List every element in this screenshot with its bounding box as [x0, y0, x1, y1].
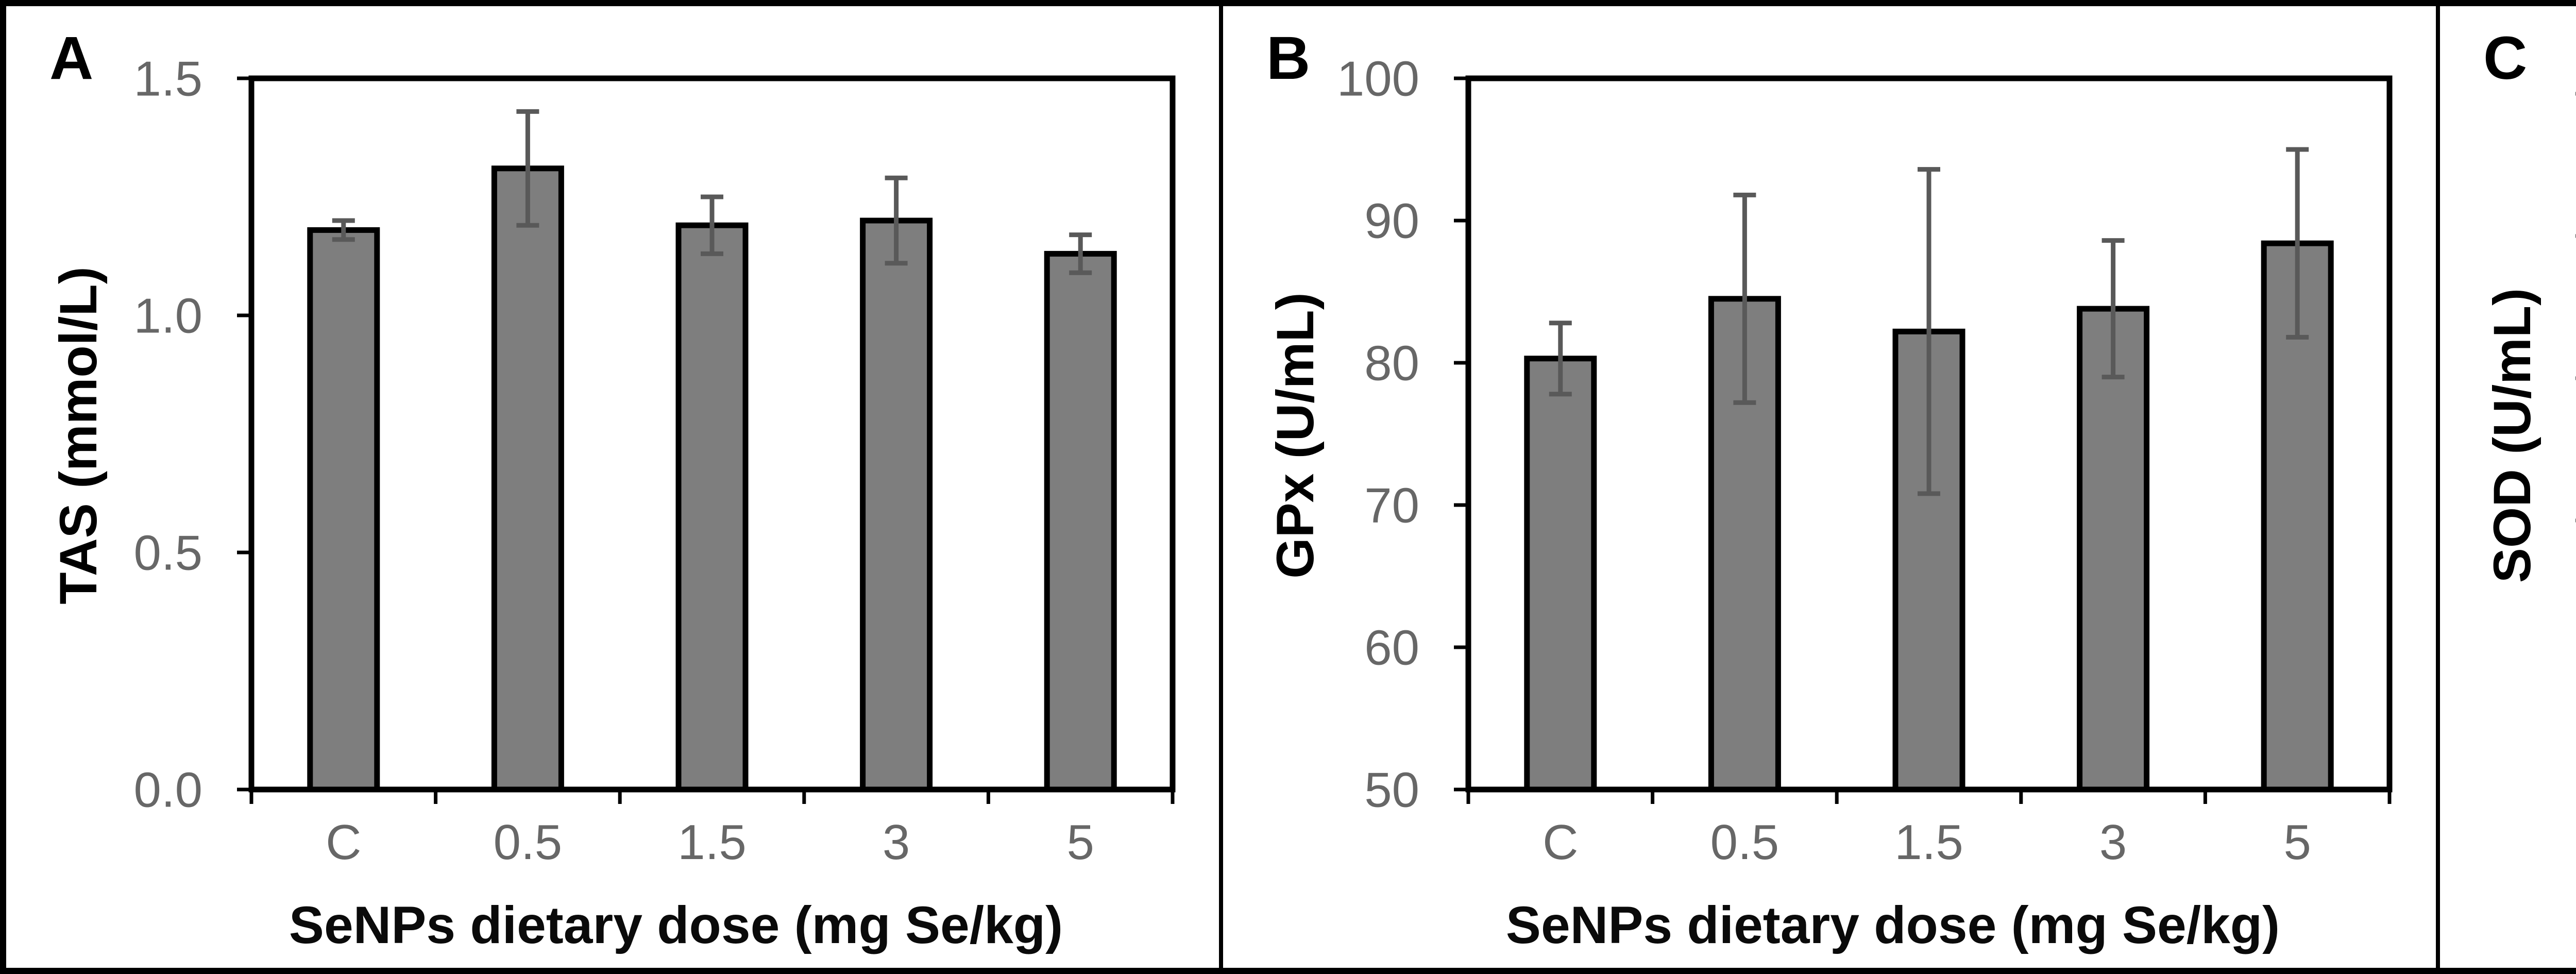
panel-letter: B [1266, 24, 1311, 92]
y-tick-label: 1600 [2571, 52, 2576, 107]
panel-letter: A [49, 24, 94, 92]
bar [1524, 356, 1597, 793]
x-tick-label: 1.5 [1894, 815, 1963, 870]
y-tick-label: 1000 [2571, 478, 2576, 533]
x-tick-label: 3 [2099, 815, 2127, 870]
panel-letter: C [2483, 24, 2528, 92]
x-tick-label: 0.5 [494, 815, 562, 870]
bar [860, 217, 933, 793]
panel-a: 0.0 0.5 1.0 1.5 C 0.5 1.5 3 5 A TAS (mmol/L) SeN… [6, 6, 1223, 968]
x-tick-label: C [326, 815, 361, 870]
panel-b: 50 60 70 80 90 100 C 0.5 1.5 3 5 B GPx (U/mL) SeNP… [1223, 6, 2440, 968]
panel-divider [2436, 6, 2440, 968]
bar [1044, 250, 1117, 793]
panel-c: 6008001000120014001600C0.51.535** C SOD … [2440, 6, 2576, 968]
y-axis-title: GPx (U/mL) [1265, 292, 1325, 579]
panel-a-bar-chart: 0.0 0.5 1.0 1.5 C 0.5 1.5 3 5 [134, 52, 1176, 870]
panel-divider [1219, 6, 1223, 968]
bar [2077, 306, 2150, 793]
y-axis-title: SOD (U/mL) [2482, 288, 2541, 583]
y-tick-label: 90 [1364, 194, 1419, 249]
bar [491, 165, 564, 793]
y-tick-label: 100 [1337, 52, 1419, 107]
y-tick-label: 1.5 [134, 52, 202, 107]
x-tick-label: 1.5 [677, 815, 746, 870]
x-tick-label: 5 [1067, 815, 1094, 870]
y-tick-label: 70 [1364, 478, 1419, 533]
x-tick-label: 3 [883, 815, 910, 870]
x-tick-label: C [1543, 815, 1578, 870]
x-axis-title: SeNPs dietary dose (mg Se/kg) [1505, 896, 2280, 954]
bar [675, 222, 749, 793]
y-tick-label: 1.0 [134, 289, 202, 344]
y-tick-label: 1400 [2571, 194, 2576, 249]
x-tick-label: 0.5 [1710, 815, 1779, 870]
y-tick-label: 60 [1364, 620, 1419, 676]
x-tick-label: 5 [2284, 815, 2311, 870]
y-tick-label: 1200 [2571, 336, 2576, 391]
y-axis-title: TAS (mmol/L) [48, 266, 108, 604]
panel-c-bar-chart: 6008001000120014001600C0.51.535** [2571, 52, 2576, 533]
y-tick-label: 80 [1364, 336, 1419, 391]
panel-b-bar-chart: 50 60 70 80 90 100 C 0.5 1.5 3 5 [1337, 52, 2393, 870]
x-axis-title: SeNPs dietary dose (mg Se/kg) [289, 896, 1063, 954]
y-tick-label: 0.5 [134, 526, 202, 581]
y-tick-label: 50 [1364, 763, 1419, 818]
y-tick-label: 0.0 [134, 763, 202, 818]
bar [307, 227, 380, 793]
